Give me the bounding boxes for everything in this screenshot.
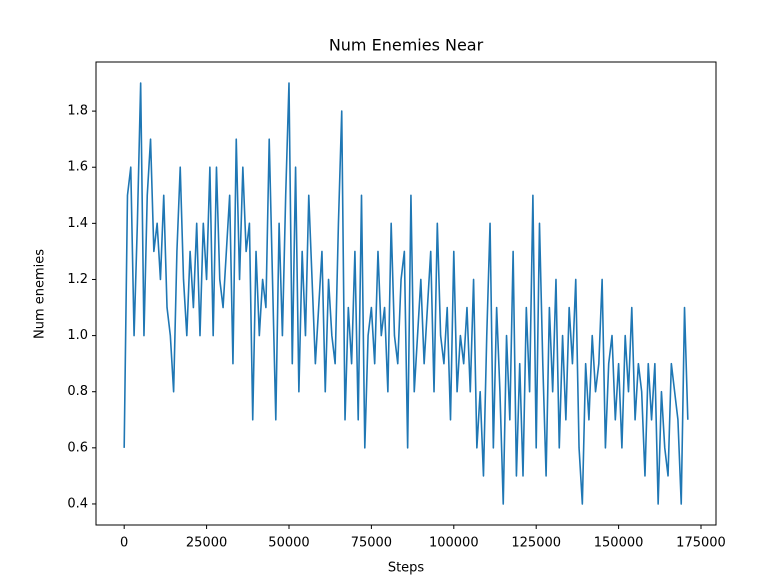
x-tick-label: 100000 [429,536,479,551]
chart-title: Num Enemies Near [329,36,484,55]
x-tick-label: 175000 [676,536,726,551]
y-tick-label: 1.0 [67,328,88,343]
x-tick-label: 150000 [594,536,644,551]
x-tick-label: 125000 [511,536,561,551]
x-tick-label: 0 [120,536,128,551]
x-tick-label: 25000 [186,536,227,551]
y-tick-label: 1.8 [67,104,88,119]
x-tick-label: 75000 [351,536,392,551]
x-tick-label: 50000 [268,536,309,551]
x-axis-label: Steps [388,561,425,576]
y-tick-label: 0.8 [67,384,88,399]
y-tick-label: 1.4 [67,216,88,231]
y-tick-label: 0.6 [67,440,88,455]
y-tick-label: 1.6 [67,160,88,175]
data-line [123,82,689,505]
y-tick-label: 1.2 [67,272,88,287]
plot-frame [95,61,717,526]
y-axis-label: Num enemies [33,249,48,339]
y-tick-label: 0.4 [67,496,88,511]
